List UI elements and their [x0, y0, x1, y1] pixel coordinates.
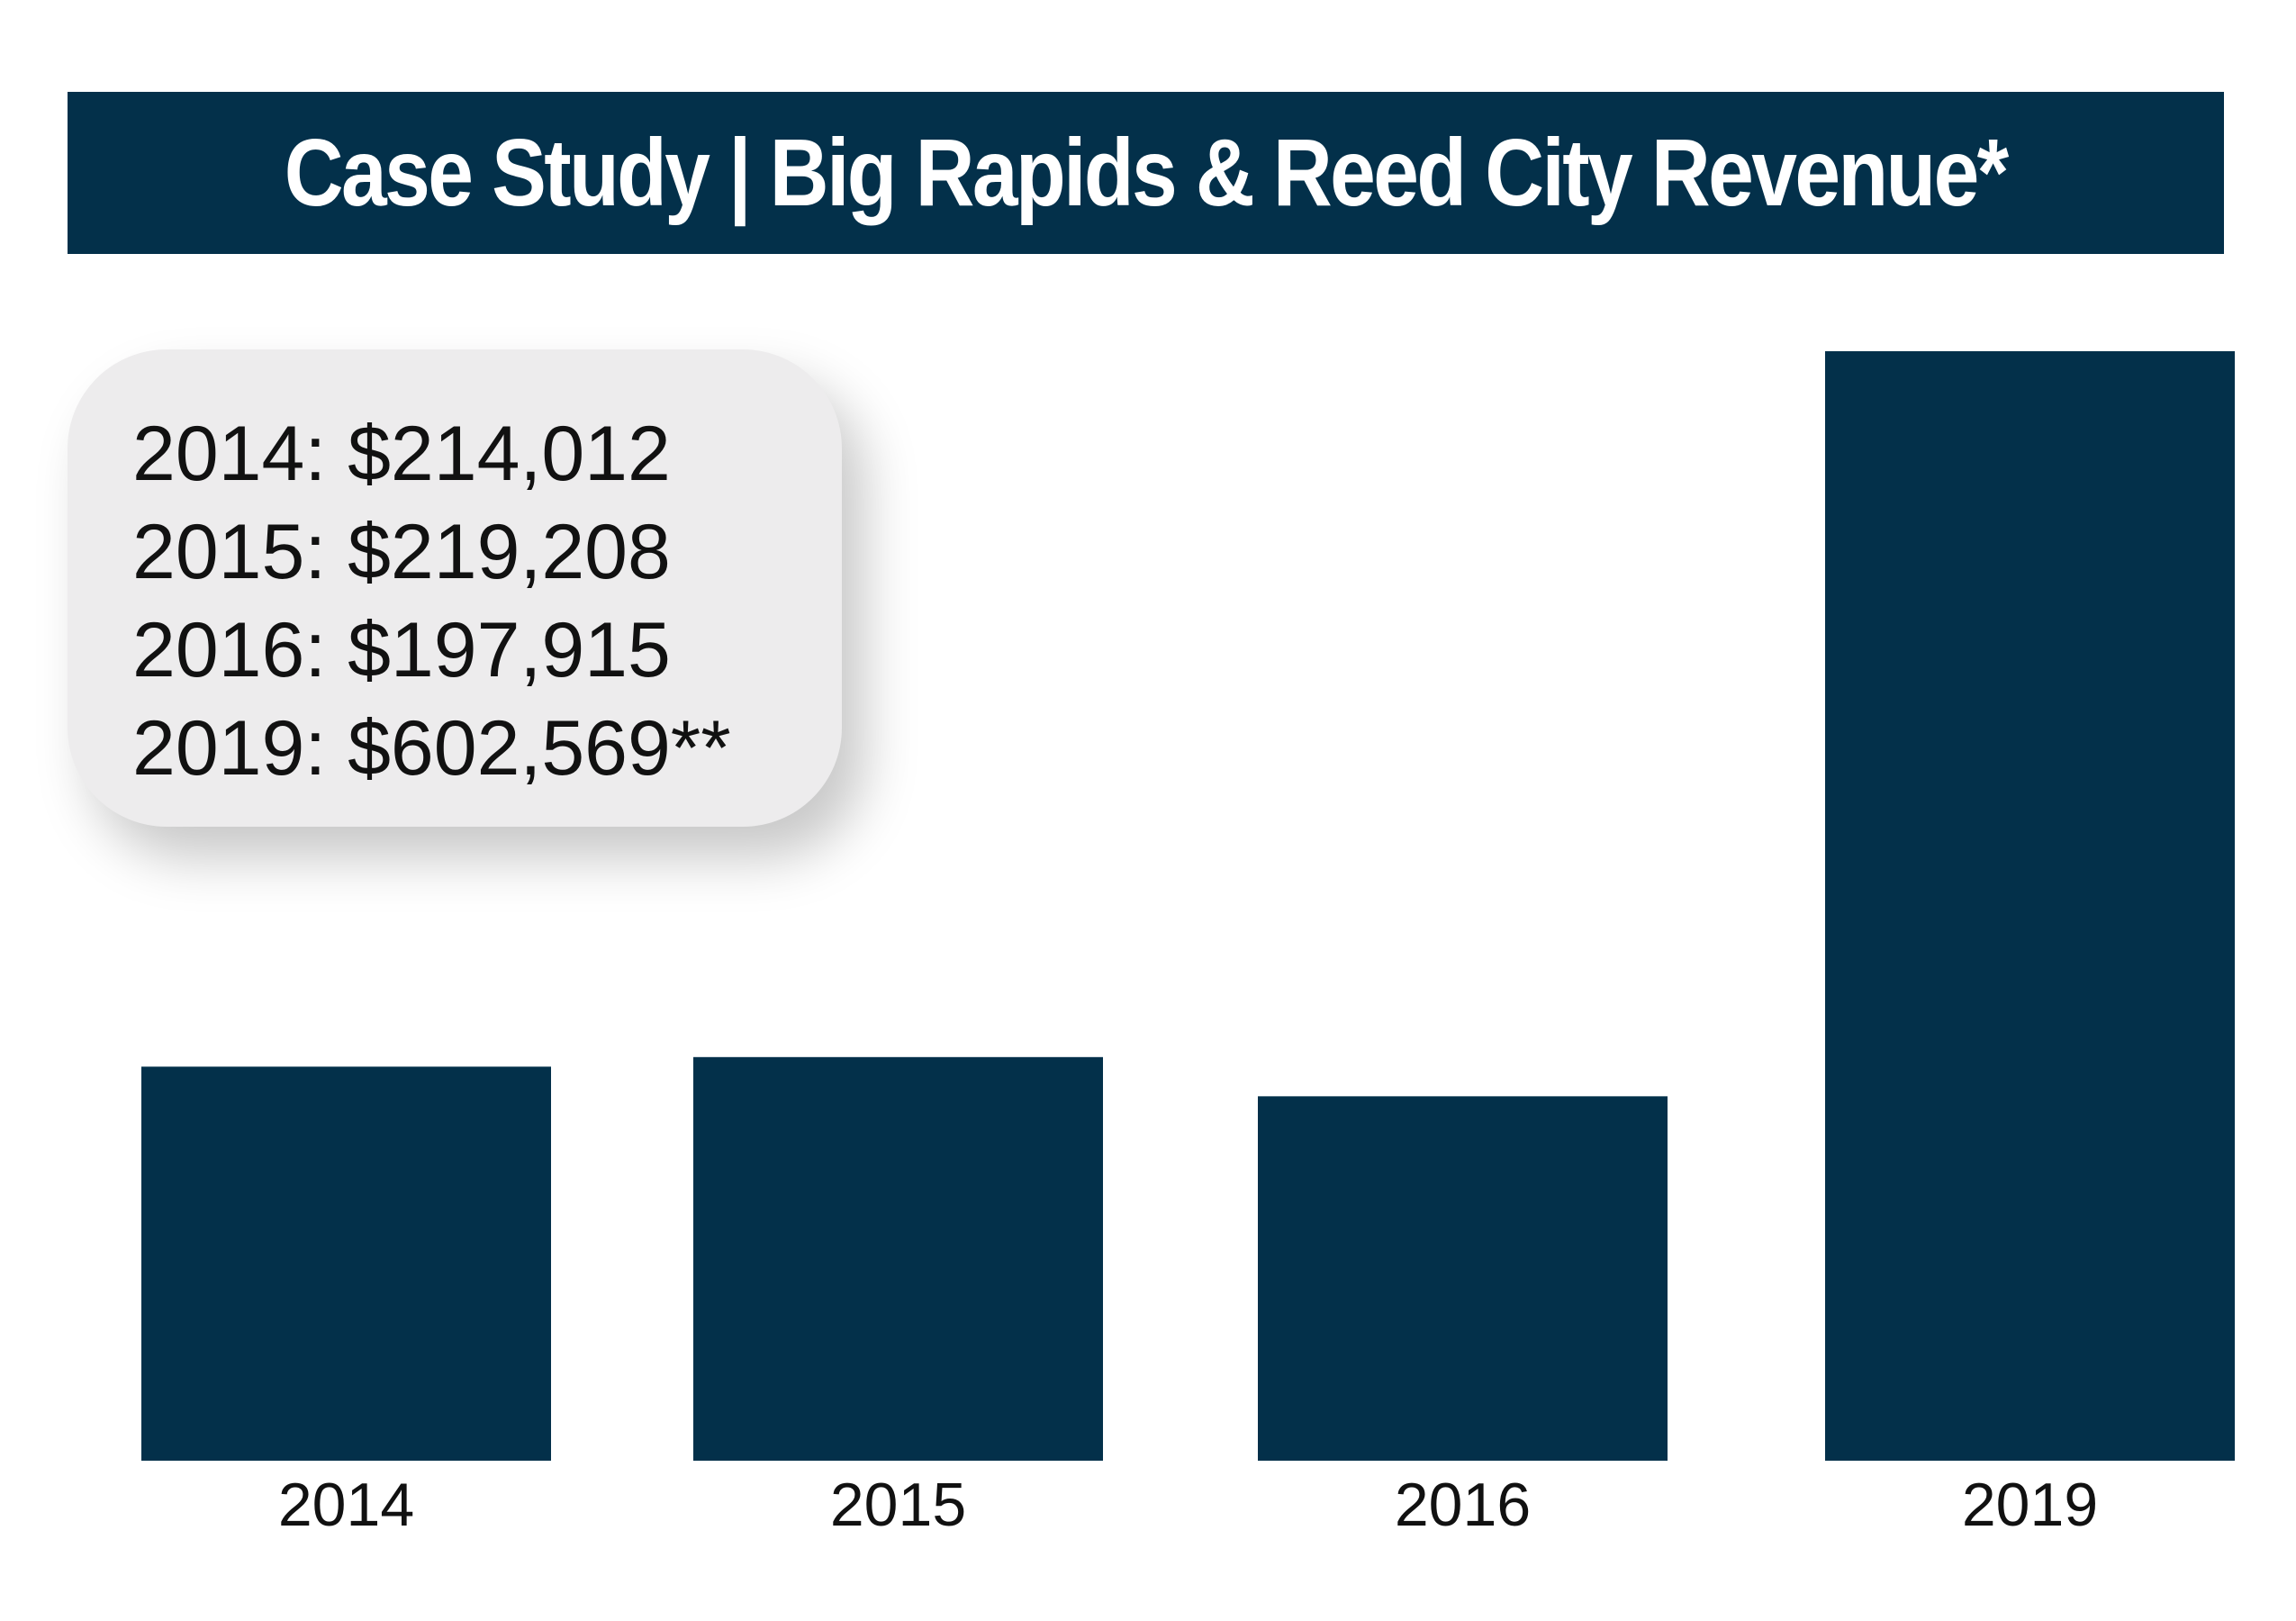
x-tick-label-2015: 2015 — [830, 1471, 966, 1539]
bars-group — [141, 351, 2235, 1461]
title-banner: Case Study | Big Rapids & Reed City Reve… — [68, 92, 2224, 254]
values-callout-box: 2014: $214,012 2015: $219,208 2016: $197… — [68, 349, 842, 827]
bar-2019 — [1825, 351, 2235, 1461]
callout-line-2015: 2015: $219,208 — [132, 509, 671, 595]
x-tick-label-2016: 2016 — [1395, 1471, 1531, 1539]
bar-2014 — [141, 1066, 551, 1461]
x-tick-label-2014: 2014 — [278, 1471, 414, 1539]
chart-title: Case Study | Big Rapids & Reed City Reve… — [285, 119, 2010, 226]
callout-line-2014: 2014: $214,012 — [132, 411, 671, 497]
callout-line-2019: 2019: $602,569** — [132, 705, 731, 792]
bar-2016 — [1258, 1096, 1668, 1461]
x-tick-label-2019: 2019 — [1962, 1471, 2098, 1539]
bar-2015 — [693, 1056, 1103, 1461]
callout-line-2016: 2016: $197,915 — [132, 607, 671, 693]
x-tick-labels: 2014 2015 2016 2019 — [278, 1471, 2098, 1539]
